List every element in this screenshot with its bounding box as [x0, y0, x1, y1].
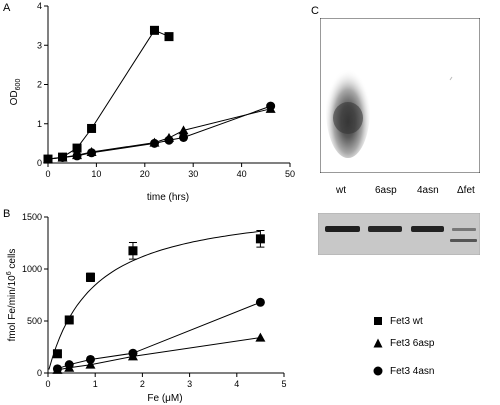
growth-chart-ylabel: OD600: [9, 79, 22, 106]
gel-lane-label-wt: wt: [336, 185, 346, 196]
growth-chart-point-square: [149, 25, 159, 35]
growth-chart-x-tick-label: 20: [140, 169, 150, 179]
uptake-chart-ylabel: fmol Fe/min/106 cells: [6, 249, 18, 342]
uptake-chart-marks: [52, 230, 266, 374]
gel-lane-label-dfet: Δfet: [457, 185, 475, 196]
growth-chart-point-square: [164, 32, 174, 42]
panel-b-letter: B: [3, 208, 11, 220]
uptake-chart-point-square: [128, 246, 138, 256]
legend-label-4asn: Fet3 4asn: [390, 365, 435, 377]
growth-chart-x-tick-label: 0: [45, 169, 50, 179]
growth-chart-point-circle: [43, 154, 53, 164]
uptake-chart-ylabel-main: fmol Fe/min/10: [7, 275, 18, 342]
uptake-chart-x-tick-label: 3: [187, 379, 192, 389]
uptake-chart-xlabel: Fe (μM): [147, 393, 182, 404]
wt-smear-core: [333, 102, 363, 134]
uptake-chart-ylabel-sup: 6: [6, 271, 13, 275]
growth-chart-point-circle: [149, 138, 159, 148]
uptake-chart-point-circle: [255, 297, 265, 307]
gel-lane-label-6asp: 6asp: [375, 185, 397, 196]
growth-chart-y-tick-label: 2: [37, 80, 42, 90]
growth-chart-ylabel-sub: 600: [15, 79, 22, 91]
growth-chart-marks: [43, 25, 276, 164]
band-4asn: [411, 226, 444, 232]
growth-chart-point-circle: [179, 132, 189, 142]
uptake-chart-lines: [48, 230, 261, 371]
band-6asp: [368, 226, 402, 232]
growth-chart-point-square: [87, 123, 97, 133]
uptake-chart-point-square: [85, 272, 95, 282]
gel-lower-blot: [318, 213, 480, 255]
growth-chart-x-tick-label: 30: [188, 169, 198, 179]
growth-chart-series-line-square: [47, 29, 170, 160]
growth-chart-point-circle: [87, 148, 97, 158]
legend-item-wt: Fet3 wt: [372, 315, 423, 327]
growth-chart-point-circle: [58, 153, 68, 163]
uptake-chart-point-triangle: [255, 332, 266, 342]
growth-chart-x-tick-label: 50: [285, 169, 295, 179]
uptake-chart-x-tick-label: 2: [140, 379, 145, 389]
growth-chart: 0 10 20 30 40 50 0 1 2 3 4 time (hrs) OD600: [9, 1, 295, 203]
panel-a-letter: A: [3, 2, 11, 14]
growth-chart-y-tick-label: 0: [37, 158, 42, 168]
growth-chart-x-tick-label: 10: [91, 169, 101, 179]
growth-chart-y-tick-label: 4: [37, 1, 42, 11]
uptake-chart-axes: 0 1 2 3 4 5 0 500 1000 1500: [22, 212, 287, 389]
gel-lane-label-4asn: 4asn: [417, 185, 439, 196]
growth-chart-point-circle: [164, 135, 174, 145]
band-wt: [325, 226, 360, 232]
uptake-chart-point-square: [64, 315, 74, 325]
uptake-chart-point-circle: [64, 360, 74, 370]
legend-item-6asp: Fet3 6asp: [372, 337, 434, 349]
uptake-chart-x-tick-label: 0: [45, 379, 50, 389]
growth-chart-lines: [47, 29, 271, 160]
legend-item-4asn: Fet3 4asn: [372, 365, 434, 377]
growth-chart-point-circle: [72, 151, 82, 161]
growth-chart-point-circle: [266, 101, 276, 111]
band-dfet-upper: [452, 228, 476, 231]
gel-upper-blot: [320, 18, 480, 173]
uptake-chart-x-tick-label: 1: [93, 379, 98, 389]
band-dfet-lower: [450, 239, 477, 242]
square-marker-icon: [372, 315, 384, 327]
uptake-chart-point-circle: [52, 364, 62, 374]
legend-label-6asp: Fet3 6asp: [390, 337, 435, 349]
circle-marker-icon: [372, 365, 384, 377]
growth-chart-ylabel-main: OD: [9, 90, 20, 105]
uptake-chart-point-circle: [128, 348, 138, 358]
growth-chart-point-square: [72, 143, 82, 153]
uptake-chart-ylabel-suffix: cells: [7, 249, 18, 272]
panel-c-letter: C: [311, 5, 319, 17]
uptake-chart-point-square: [255, 234, 265, 244]
uptake-chart-x-tick-label: 5: [281, 379, 286, 389]
growth-chart-xlabel: time (hrs): [147, 192, 189, 203]
uptake-chart-point-triangle: [85, 359, 96, 369]
legend-label-wt: Fet3 wt: [390, 315, 423, 327]
uptake-chart-y-tick-label: 1500: [22, 212, 42, 222]
uptake-chart-y-tick-label: 0: [37, 368, 42, 378]
uptake-chart-fit-line-square: [48, 230, 261, 370]
uptake-chart-x-tick-label: 4: [234, 379, 239, 389]
triangle-marker-icon: [372, 337, 384, 349]
uptake-chart-y-tick-label: 500: [27, 316, 42, 326]
growth-chart-y-tick-label: 1: [37, 119, 42, 129]
uptake-chart: 0 1 2 3 4 5 0 500 1000 1500 Fe (μM) fmol Fe/min/1…: [6, 212, 287, 404]
growth-chart-y-tick-label: 3: [37, 40, 42, 50]
uptake-chart-y-tick-label: 1000: [22, 264, 42, 274]
blot-speck: [449, 76, 453, 81]
uptake-chart-point-circle: [85, 354, 95, 364]
growth-chart-point-triangle: [178, 125, 189, 135]
uptake-chart-point-square: [52, 349, 62, 359]
growth-chart-x-tick-label: 40: [237, 169, 247, 179]
